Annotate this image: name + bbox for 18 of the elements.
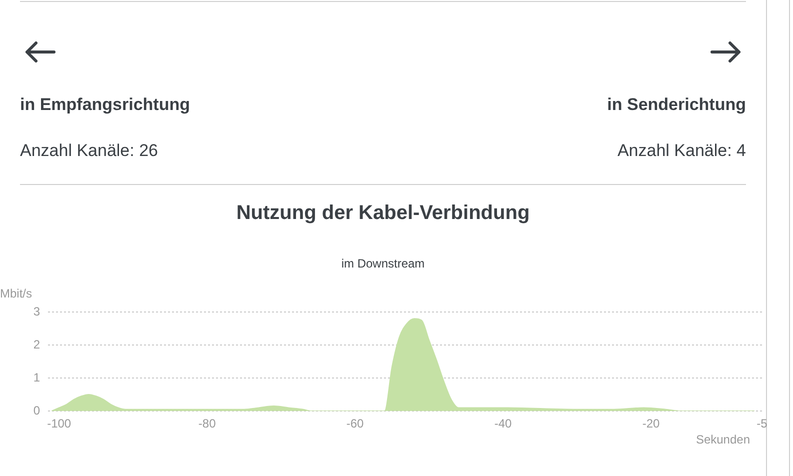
x-tick-label: -60 (346, 416, 364, 431)
text: Anzahl Kanäle: 4 (617, 141, 746, 161)
chart-subtitle: im Downstream (341, 256, 425, 270)
y-tick-label: 0 (33, 403, 40, 418)
x-tick-label: -5 (756, 416, 768, 431)
x-tick-label: -20 (642, 416, 660, 431)
y-tick-label: 2 (33, 337, 40, 352)
y-axis-title: Mbit/s (0, 286, 32, 300)
y-tick-label: 1 (33, 370, 40, 384)
text: in Senderichtung (607, 95, 746, 115)
y-tick-label: 3 (33, 304, 40, 318)
x-tick-label: -40 (494, 416, 512, 431)
x-tick-label: -80 (198, 416, 216, 431)
x-tick-label: -100 (47, 416, 72, 431)
text: in Empfangsrichtung (20, 95, 190, 115)
text: Anzahl Kanäle: 26 (20, 141, 158, 161)
x-axis-title: Sekunden (696, 432, 750, 446)
chart-title: Nutzung der Kabel-Verbindung (235, 201, 531, 225)
